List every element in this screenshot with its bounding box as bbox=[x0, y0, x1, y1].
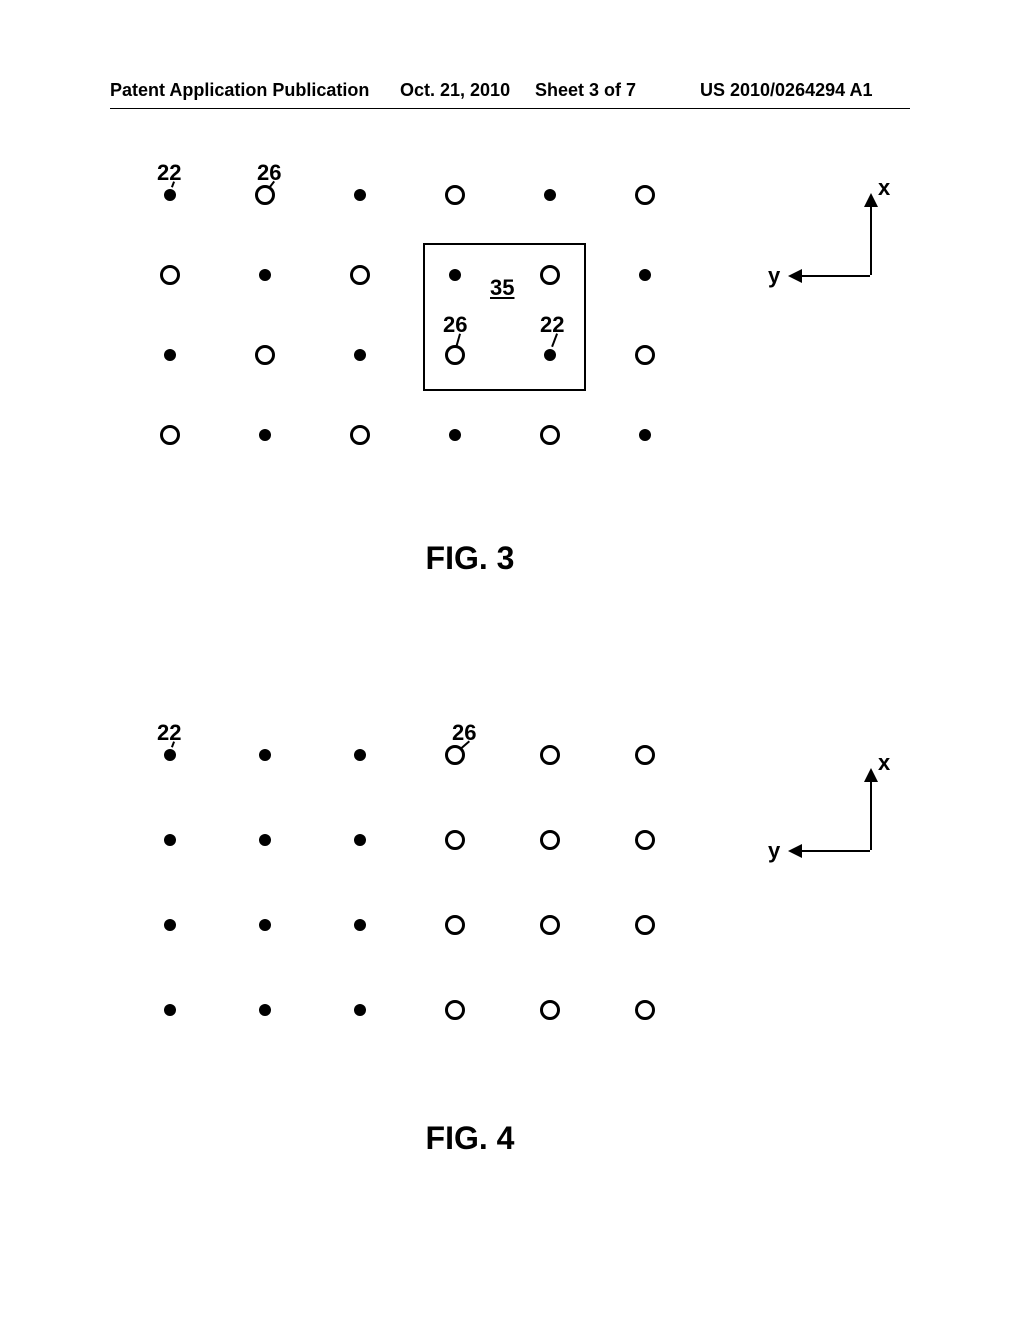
fig4-open-dot bbox=[540, 745, 560, 765]
fig4-open-dot bbox=[540, 1000, 560, 1020]
fig3-reference-label: 22 bbox=[157, 160, 181, 186]
fig4-filled-dot bbox=[354, 749, 366, 761]
fig3-reference-label: 26 bbox=[257, 160, 281, 186]
fig3-reference-label: 35 bbox=[490, 275, 514, 301]
fig4-open-dot bbox=[635, 830, 655, 850]
fig3-open-dot bbox=[540, 425, 560, 445]
fig3-filled-dot bbox=[544, 189, 556, 201]
fig4-filled-dot bbox=[259, 834, 271, 846]
figure-3-caption: FIG. 3 bbox=[370, 540, 570, 577]
fig3-axis-x-arrowhead bbox=[864, 193, 878, 207]
fig4-filled-dot bbox=[354, 1004, 366, 1016]
fig4-filled-dot bbox=[354, 834, 366, 846]
fig3-open-dot bbox=[160, 425, 180, 445]
fig4-open-dot bbox=[445, 1000, 465, 1020]
fig3-open-dot bbox=[255, 185, 275, 205]
fig4-open-dot bbox=[540, 915, 560, 935]
patent-page: Patent Application Publication Oct. 21, … bbox=[0, 0, 1024, 1320]
fig4-axis-x-label: x bbox=[878, 750, 890, 776]
header-publication: Patent Application Publication bbox=[110, 80, 369, 101]
fig3-open-dot bbox=[445, 185, 465, 205]
fig3-filled-dot bbox=[164, 349, 176, 361]
fig3-axis-x-label: x bbox=[878, 175, 890, 201]
fig3-filled-dot bbox=[449, 429, 461, 441]
fig3-open-dot bbox=[350, 425, 370, 445]
fig4-filled-dot bbox=[164, 834, 176, 846]
fig4-axis-y-label: y bbox=[768, 838, 780, 864]
fig4-axis-x-arm bbox=[870, 780, 872, 850]
fig4-axis-x-arrowhead bbox=[864, 768, 878, 782]
fig4-open-dot bbox=[445, 830, 465, 850]
fig4-open-dot bbox=[540, 830, 560, 850]
fig3-open-dot bbox=[635, 185, 655, 205]
fig3-filled-dot bbox=[639, 429, 651, 441]
fig4-reference-label: 22 bbox=[157, 720, 181, 746]
fig4-open-dot bbox=[635, 745, 655, 765]
fig3-axis-y-arrowhead bbox=[788, 269, 802, 283]
fig4-filled-dot bbox=[259, 749, 271, 761]
header-sheet: Sheet 3 of 7 bbox=[535, 80, 636, 101]
fig3-open-dot bbox=[350, 265, 370, 285]
header-date: Oct. 21, 2010 bbox=[400, 80, 510, 101]
fig3-reference-label: 26 bbox=[443, 312, 467, 338]
fig3-open-dot bbox=[255, 345, 275, 365]
fig3-reference-label: 22 bbox=[540, 312, 564, 338]
fig3-open-dot bbox=[635, 345, 655, 365]
fig4-filled-dot bbox=[164, 1004, 176, 1016]
fig3-axis-y-arm bbox=[800, 275, 870, 277]
fig4-filled-dot bbox=[354, 919, 366, 931]
fig4-axis-y-arrowhead bbox=[788, 844, 802, 858]
fig4-filled-dot bbox=[164, 749, 176, 761]
fig3-filled-dot bbox=[354, 349, 366, 361]
header-appnum: US 2010/0264294 A1 bbox=[700, 80, 872, 101]
fig3-axis-y-label: y bbox=[768, 263, 780, 289]
fig3-filled-dot bbox=[639, 269, 651, 281]
fig3-filled-dot bbox=[259, 429, 271, 441]
fig4-axis-y-arm bbox=[800, 850, 870, 852]
fig3-axis-x-arm bbox=[870, 205, 872, 275]
fig4-open-dot bbox=[635, 915, 655, 935]
fig4-filled-dot bbox=[164, 919, 176, 931]
fig4-reference-label: 26 bbox=[452, 720, 476, 746]
fig4-open-dot bbox=[635, 1000, 655, 1020]
fig3-filled-dot bbox=[354, 189, 366, 201]
fig3-filled-dot bbox=[164, 189, 176, 201]
fig4-filled-dot bbox=[259, 1004, 271, 1016]
fig4-open-dot bbox=[445, 915, 465, 935]
header-rule bbox=[110, 108, 910, 109]
fig3-open-dot bbox=[160, 265, 180, 285]
figure-4-caption: FIG. 4 bbox=[370, 1120, 570, 1157]
fig4-filled-dot bbox=[259, 919, 271, 931]
fig3-filled-dot bbox=[259, 269, 271, 281]
